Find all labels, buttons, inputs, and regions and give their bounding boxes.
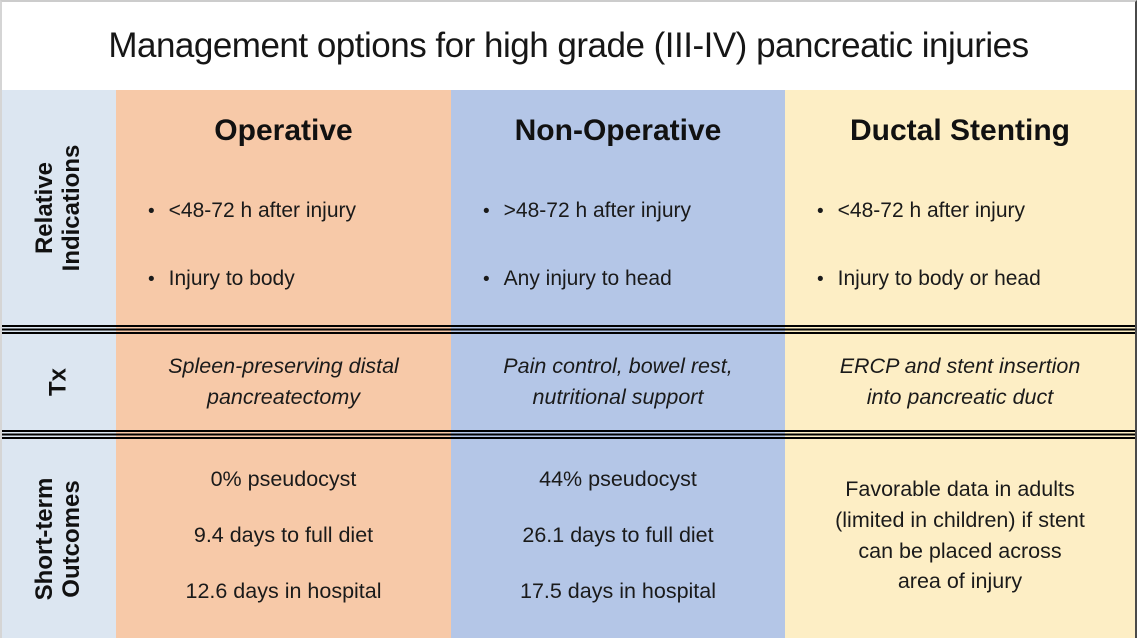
row-header-tx: Tx: [2, 334, 116, 430]
indication-text: Any injury to head: [503, 267, 672, 290]
outcome-text: 0% pseudocyst: [210, 467, 357, 491]
indication-text: Injury to body or head: [837, 267, 1041, 290]
row-separator: [2, 325, 116, 334]
column-non-operative-outcomes: 44% pseudocyst 26.1 days to full diet 17…: [451, 439, 785, 638]
column-header-operative: Operative: [214, 114, 353, 147]
column-operative-outcomes: 0% pseudocyst 9.4 days to full diet 12.6…: [116, 439, 451, 638]
outcome-text: 17.5 days in hospital: [519, 579, 717, 603]
column-operative-treatment: Spleen-preserving distal pancreatectomy: [116, 334, 451, 430]
column-non-operative-treatment: Pain control, bowel rest, nutritional su…: [451, 334, 785, 430]
indications-list: • <48-72 h after injury • Injury to body: [116, 199, 451, 291]
bullet-icon: •: [483, 269, 490, 290]
outcome-text: 12.6 days in hospital: [185, 579, 382, 603]
bullet-icon: •: [817, 201, 824, 222]
indication-text: >48-72 h after injury: [503, 199, 692, 222]
outcome-text: Favorable data in adults (limited in chi…: [835, 477, 1085, 594]
row-separator: [785, 325, 1135, 334]
row-header-relative-indications: Relative Indications: [2, 90, 116, 325]
indication-text: Injury to body: [168, 267, 295, 290]
column-ductal-stenting-indications: Ductal Stenting • <48-72 h after injury …: [785, 90, 1135, 325]
bullet-icon: •: [148, 201, 155, 222]
row-header-short-term-outcomes: Short-term Outcomes: [2, 439, 116, 638]
row-separator: [116, 430, 451, 439]
list-item: • <48-72 h after injury: [148, 199, 443, 223]
bullet-icon: •: [817, 269, 824, 290]
row-header-line: Indications: [58, 144, 85, 271]
row-header-line: Relative: [31, 161, 59, 254]
column-header-ductal-stenting: Ductal Stenting: [849, 114, 1070, 147]
column-ductal-stenting-treatment: ERCP and stent insertion into pancreatic…: [785, 334, 1135, 430]
row-separator: [785, 430, 1135, 439]
treatment-text: Pain control, bowel rest, nutritional su…: [503, 354, 733, 409]
outcome-text: 26.1 days to full diet: [522, 523, 714, 547]
figure-title: Management options for high grade (III-I…: [2, 2, 1135, 90]
row-separator: [451, 325, 785, 334]
list-item: • Any injury to head: [483, 267, 777, 291]
indications-list: • <48-72 h after injury • Injury to body…: [785, 199, 1135, 291]
row-header-line: Short-term: [31, 477, 59, 600]
row-header-line: Outcomes: [58, 479, 85, 598]
row-separator: [2, 430, 116, 439]
row-separator: [116, 325, 451, 334]
column-ductal-stenting-outcomes: Favorable data in adults (limited in chi…: [785, 439, 1135, 638]
outcome-text: 9.4 days to full diet: [193, 523, 374, 547]
indication-text: <48-72 h after injury: [837, 199, 1026, 222]
outcome-text: 44% pseudocyst: [539, 467, 697, 491]
column-non-operative-indications: Non-Operative • >48-72 h after injury • …: [451, 90, 785, 325]
list-item: • Injury to body: [148, 267, 443, 291]
treatment-text: ERCP and stent insertion into pancreatic…: [839, 354, 1081, 409]
list-item: • Injury to body or head: [817, 267, 1127, 291]
list-item: • >48-72 h after injury: [483, 199, 777, 223]
row-header-label: Tx: [44, 367, 72, 397]
list-item: • <48-72 h after injury: [817, 199, 1127, 223]
indications-list: • >48-72 h after injury • Any injury to …: [451, 199, 785, 291]
indication-text: <48-72 h after injury: [168, 199, 357, 222]
treatment-text: Spleen-preserving distal pancreatectomy: [168, 354, 399, 409]
row-header-label: Relative Indications: [31, 144, 86, 271]
bullet-icon: •: [483, 201, 490, 222]
column-operative-indications: Operative • <48-72 h after injury • Inju…: [116, 90, 451, 325]
column-header-non-operative: Non-Operative: [514, 114, 722, 147]
row-header-label: Short-term Outcomes: [31, 477, 86, 600]
bullet-icon: •: [148, 269, 155, 290]
row-separator: [451, 430, 785, 439]
